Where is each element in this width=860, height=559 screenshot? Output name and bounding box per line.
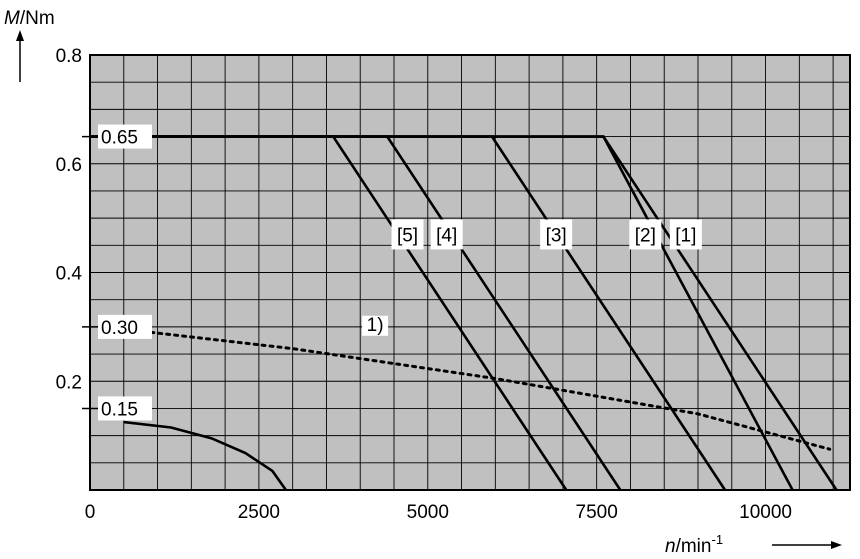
level-marker-label: 0.65 [101, 128, 138, 149]
x-tick-label: 2500 [238, 502, 280, 523]
x-tick-label: 7500 [576, 502, 618, 523]
series-label: [3] [546, 225, 567, 246]
level-marker-box [98, 124, 152, 149]
series-label: [2] [635, 225, 656, 246]
x-axis-title-group: n/min-1 [665, 532, 842, 557]
series-line-5 [90, 135, 568, 491]
series-label-box [430, 219, 463, 250]
series-label-box [669, 219, 702, 250]
x-axis-arrow-head [831, 541, 842, 549]
series-label-box [362, 315, 389, 336]
x-tick-label: 0 [85, 502, 96, 523]
series-line-6 [149, 330, 832, 451]
y-tick-label: 0.4 [56, 264, 83, 285]
series-label-box [540, 219, 573, 250]
y-tick-label: 0.6 [56, 155, 82, 176]
y-tick-label: 0.2 [56, 372, 82, 393]
series-label: [1] [675, 225, 696, 246]
series-label-box [391, 219, 424, 250]
level-marker-box [98, 314, 152, 339]
y-axis-arrow-head [16, 30, 24, 41]
level-marker-label: 0.30 [101, 318, 138, 339]
x-tick-label: 5000 [407, 502, 449, 523]
y-tick-labels: 0.2 0.4 0.6 0.8 [56, 46, 83, 393]
y-axis-title: M/Nm [4, 8, 55, 29]
series-label: 1) [367, 315, 384, 336]
plot-frame [89, 54, 851, 491]
x-tick-labels: 0 2500 5000 7500 10000 [85, 502, 792, 523]
y-tick-label: 0.8 [56, 46, 82, 67]
series-labels: [5] [4] [3] [2] [1] 1) [362, 219, 702, 336]
x-axis-title: n/min-1 [665, 532, 723, 557]
series-lines [90, 135, 838, 491]
series-label-box [629, 219, 662, 250]
x-tick-label: 10000 [739, 502, 792, 523]
series-label: [4] [436, 225, 457, 246]
level-markers: 0.65 0.30 0.15 [82, 124, 152, 421]
grid [90, 55, 850, 490]
y-axis-title-group: M/Nm [4, 8, 55, 82]
series-line-7 [123, 420, 287, 491]
level-marker-box [98, 396, 152, 421]
level-marker-label: 0.15 [101, 399, 138, 420]
series-label: [5] [397, 225, 418, 246]
